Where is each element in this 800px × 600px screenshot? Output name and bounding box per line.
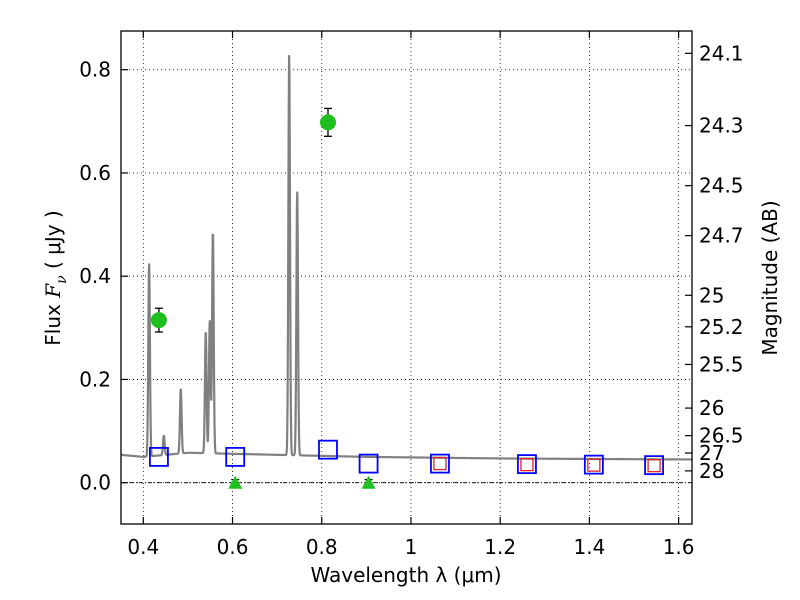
y-tick-label: 0.4 [79,264,111,288]
upper-limit-square [587,458,601,472]
upper-limit-triangle [361,475,376,489]
x-tick-label: 0.8 [306,535,338,559]
observed-point [150,312,167,329]
x-axis-label: Wavelength λ (μm) [310,563,501,587]
grid-lines [121,31,692,524]
magnitude-tick-label: 24.3 [699,114,744,138]
y-tick-label: 0.0 [79,471,111,495]
magnitude-tick-label: 28 [699,459,724,483]
y-tick-label: 0.2 [79,367,111,391]
x-tick-label: 0.4 [127,535,159,559]
upper-limit-square [647,459,661,473]
axis-ticks [121,31,692,524]
x-tick-label: 0.6 [217,535,249,559]
x-tick-label: 1.2 [484,535,516,559]
y-label-units: ( μJy ) [41,210,65,275]
x-tick-label: 1.6 [663,535,695,559]
model-photometry-square [517,454,537,475]
magnitude-tick-label: 25.2 [699,315,744,339]
magnitude-tick-label: 24.1 [699,41,744,65]
magnitude-tick-label: 24.5 [699,174,744,198]
model-photometry-square [583,454,604,475]
upper-limit-triangle [228,475,243,489]
y-label-subscript: ν [54,275,70,284]
y-label-symbol: F [41,283,65,299]
magnitude-tick-label: 26.5 [699,424,744,448]
x-tick-label: 1 [405,535,418,559]
magnitude-tick-label: 25 [699,283,724,307]
model-photometry-square [149,446,169,467]
model-photometry-square [430,453,450,474]
model-photometry-square [644,455,664,476]
model-photometry-square [358,453,379,474]
spectrum-line [120,55,692,461]
x-tick-label: 1.4 [573,535,605,559]
model-photometry-square [225,446,246,467]
y-tick-label: 0.6 [79,161,111,185]
marker-series [149,107,664,489]
magnitude-tick-label: 27 [699,441,724,465]
y2-axis-label: Magnitude (AB) [758,200,782,355]
upper-limit-square [433,456,447,471]
upper-limit-square [520,457,534,472]
y-tick-label: 0.8 [79,58,111,82]
plot-frame [120,30,693,525]
axis-tick-labels: 0.4 0.6 0.8 1 1.2 1.4 1.6 0.0 0.2 0.4 0.6 0.8 24.1 24… [79,41,743,559]
spectrum-series [120,55,692,461]
magnitude-tick-label: 25.5 [699,352,744,376]
magnitude-tick-label: 24.7 [699,224,744,248]
y-label-prefix: Flux [41,298,65,346]
observed-point [319,114,336,131]
model-photometry-square [318,439,338,460]
magnitude-tick-label: 26 [699,396,724,420]
y-axis-label: Flux Fν ( μJy ) [41,210,70,345]
